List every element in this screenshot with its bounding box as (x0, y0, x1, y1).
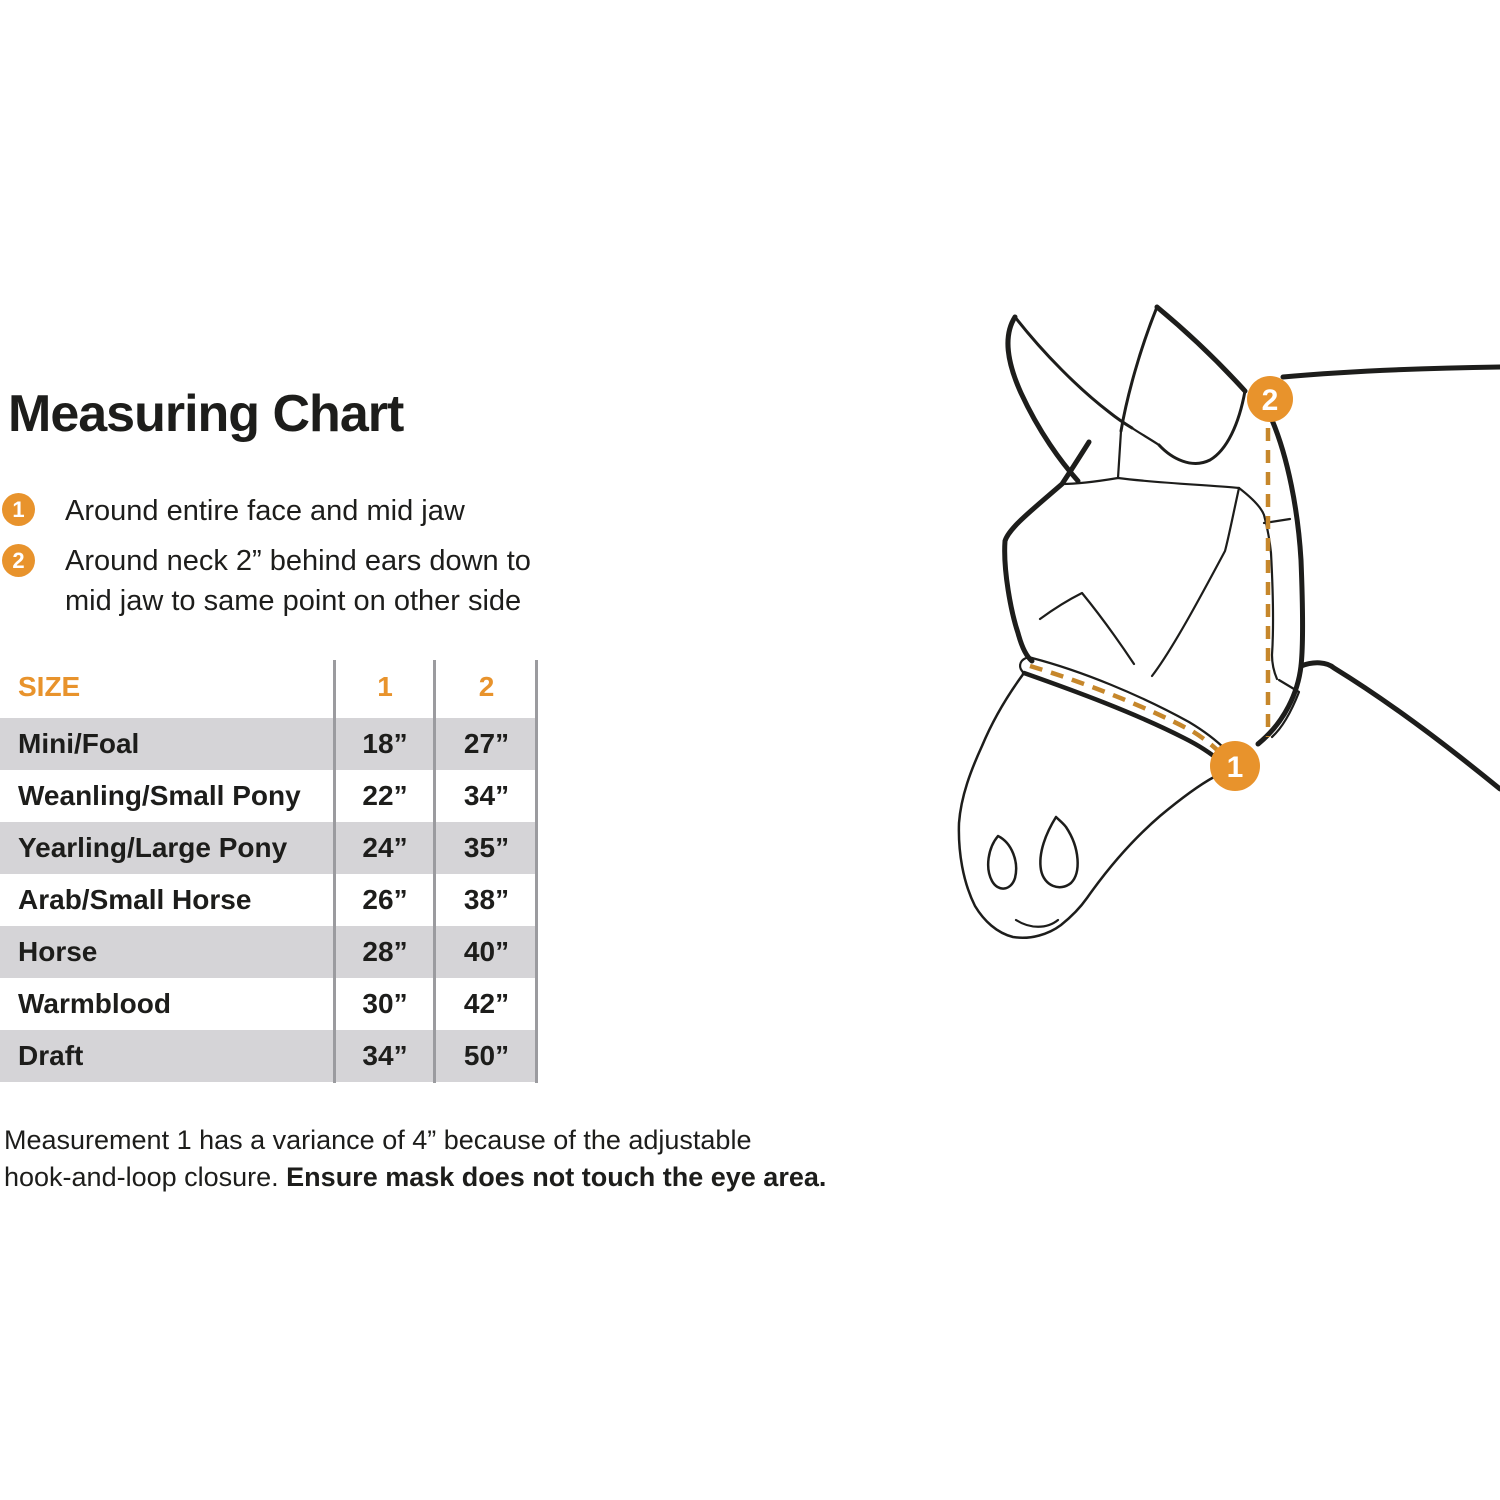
measure-1-cell: 34” (362, 1040, 408, 1071)
legend-marker-2-number: 2 (12, 547, 25, 573)
muzzle-outline (957, 671, 1216, 939)
throat-neck-line (1298, 660, 1500, 792)
footnote: Measurement 1 has a variance of 4” becau… (4, 1122, 826, 1196)
marker-2-number: 2 (1262, 384, 1279, 417)
measure-1-cell: 26” (362, 884, 408, 915)
marker-1-circle (1210, 741, 1260, 791)
legend-item-2: Around neck 2” behind ears down to mid j… (65, 541, 531, 621)
table-column-divider (535, 660, 538, 1083)
table-row: Weanling/Small Pony 22” 34” (0, 770, 538, 822)
marker-1-number: 1 (1227, 751, 1244, 784)
size-cell: Arab/Small Horse (18, 884, 252, 915)
mask-lower-triangle-seam (1038, 591, 1136, 666)
noseband-end-curl (1019, 656, 1034, 675)
measure-1-cell: 18” (362, 728, 408, 759)
table-row: Draft 34” 50” (0, 1030, 538, 1082)
marker-2-circle (1247, 376, 1293, 422)
mask-right-edge (1237, 486, 1279, 681)
table-column-divider (433, 660, 436, 1083)
left-ear-inner-edge (1013, 315, 1134, 430)
cheek-outline (1255, 417, 1305, 747)
footnote-line-2: hook-and-loop closure. Ensure mask does … (4, 1162, 827, 1192)
mask-eye-seam (1116, 476, 1241, 490)
size-cell: Warmblood (18, 988, 171, 1019)
table-header-row: SIZE 1 2 (0, 655, 538, 718)
right-nostril (1039, 815, 1079, 889)
left-nostril (986, 834, 1018, 890)
neck-top-line (1280, 364, 1500, 380)
legend-marker-1-number: 1 (12, 496, 25, 522)
table-header-measure-1: 1 (377, 670, 393, 702)
legend-item-2-line: Around neck 2” behind ears down to (65, 545, 531, 577)
legend-item-1-line: Around entire face and mid jaw (65, 495, 465, 527)
table-row: Yearling/Large Pony 24” 35” (0, 822, 538, 874)
measure-2-cell: 40” (463, 936, 510, 967)
size-cell: Draft (18, 1040, 84, 1071)
table-row: Mini/Foal 18” 27” (0, 718, 538, 770)
table-header-size: SIZE (18, 670, 81, 702)
right-ear-front-edge (1119, 305, 1159, 433)
size-cell: Weanling/Small Pony (18, 780, 301, 811)
diagram-marker-2: 2 (1247, 376, 1293, 422)
right-ear-outer-edge (1154, 304, 1248, 394)
measurement-1-dashed-line (1029, 663, 1225, 758)
measure-1-cell: 22” (362, 780, 408, 811)
mask-seam-under-ear (1116, 429, 1123, 480)
table-header-measure-2: 2 (478, 670, 495, 702)
legend-marker-1-badge: 1 (2, 493, 35, 526)
measure-2-cell: 27” (463, 728, 510, 759)
table-column-divider (333, 660, 336, 1083)
measure-1-cell: 28” (362, 936, 408, 967)
right-ear-base-curve (1157, 389, 1247, 465)
noseband-lower-edge (1021, 670, 1224, 765)
measure-2-cell: 50” (463, 1040, 510, 1071)
table-row: Arab/Small Horse 26” 38” (0, 874, 538, 926)
measure-2-cell: 42” (463, 988, 510, 1019)
measure-1-cell: 30” (362, 988, 408, 1019)
legend-marker-2-badge: 2 (2, 544, 35, 577)
noseband-upper-edge (1030, 656, 1228, 752)
mask-front-edge (1002, 439, 1092, 664)
footnote-line-1: Measurement 1 has a variance of 4” becau… (4, 1125, 752, 1155)
measure-2-cell: 34” (463, 780, 510, 811)
size-cell: Yearling/Large Pony (18, 832, 288, 863)
diagram-marker-1: 1 (1210, 741, 1260, 791)
measure-2-cell: 38” (463, 884, 510, 915)
measure-1-cell: 24” (362, 832, 408, 863)
left-ear-outer-edge (1005, 314, 1081, 484)
legend-item-1: Around entire face and mid jaw (65, 491, 465, 531)
mask-long-diagonal-seam (1150, 486, 1241, 678)
mask-strap-flap (1270, 678, 1301, 739)
page-title: Measuring Chart (8, 385, 404, 443)
table-row: Horse 28” 40” (0, 926, 538, 978)
mask-brow-seam (1060, 476, 1120, 486)
size-cell: Horse (18, 936, 98, 967)
size-table: SIZE 1 2 Mini/Foal 18” 27” Weanling/Smal… (0, 655, 538, 1083)
measure-2-cell: 35” (463, 832, 510, 863)
table-row: Warmblood 30” 42” (0, 978, 538, 1030)
legend-item-2-line: mid jaw to same point on other side (65, 585, 522, 617)
mouth-line (1014, 918, 1060, 928)
poll-seam (1130, 426, 1161, 447)
size-cell: Mini/Foal (18, 728, 140, 759)
